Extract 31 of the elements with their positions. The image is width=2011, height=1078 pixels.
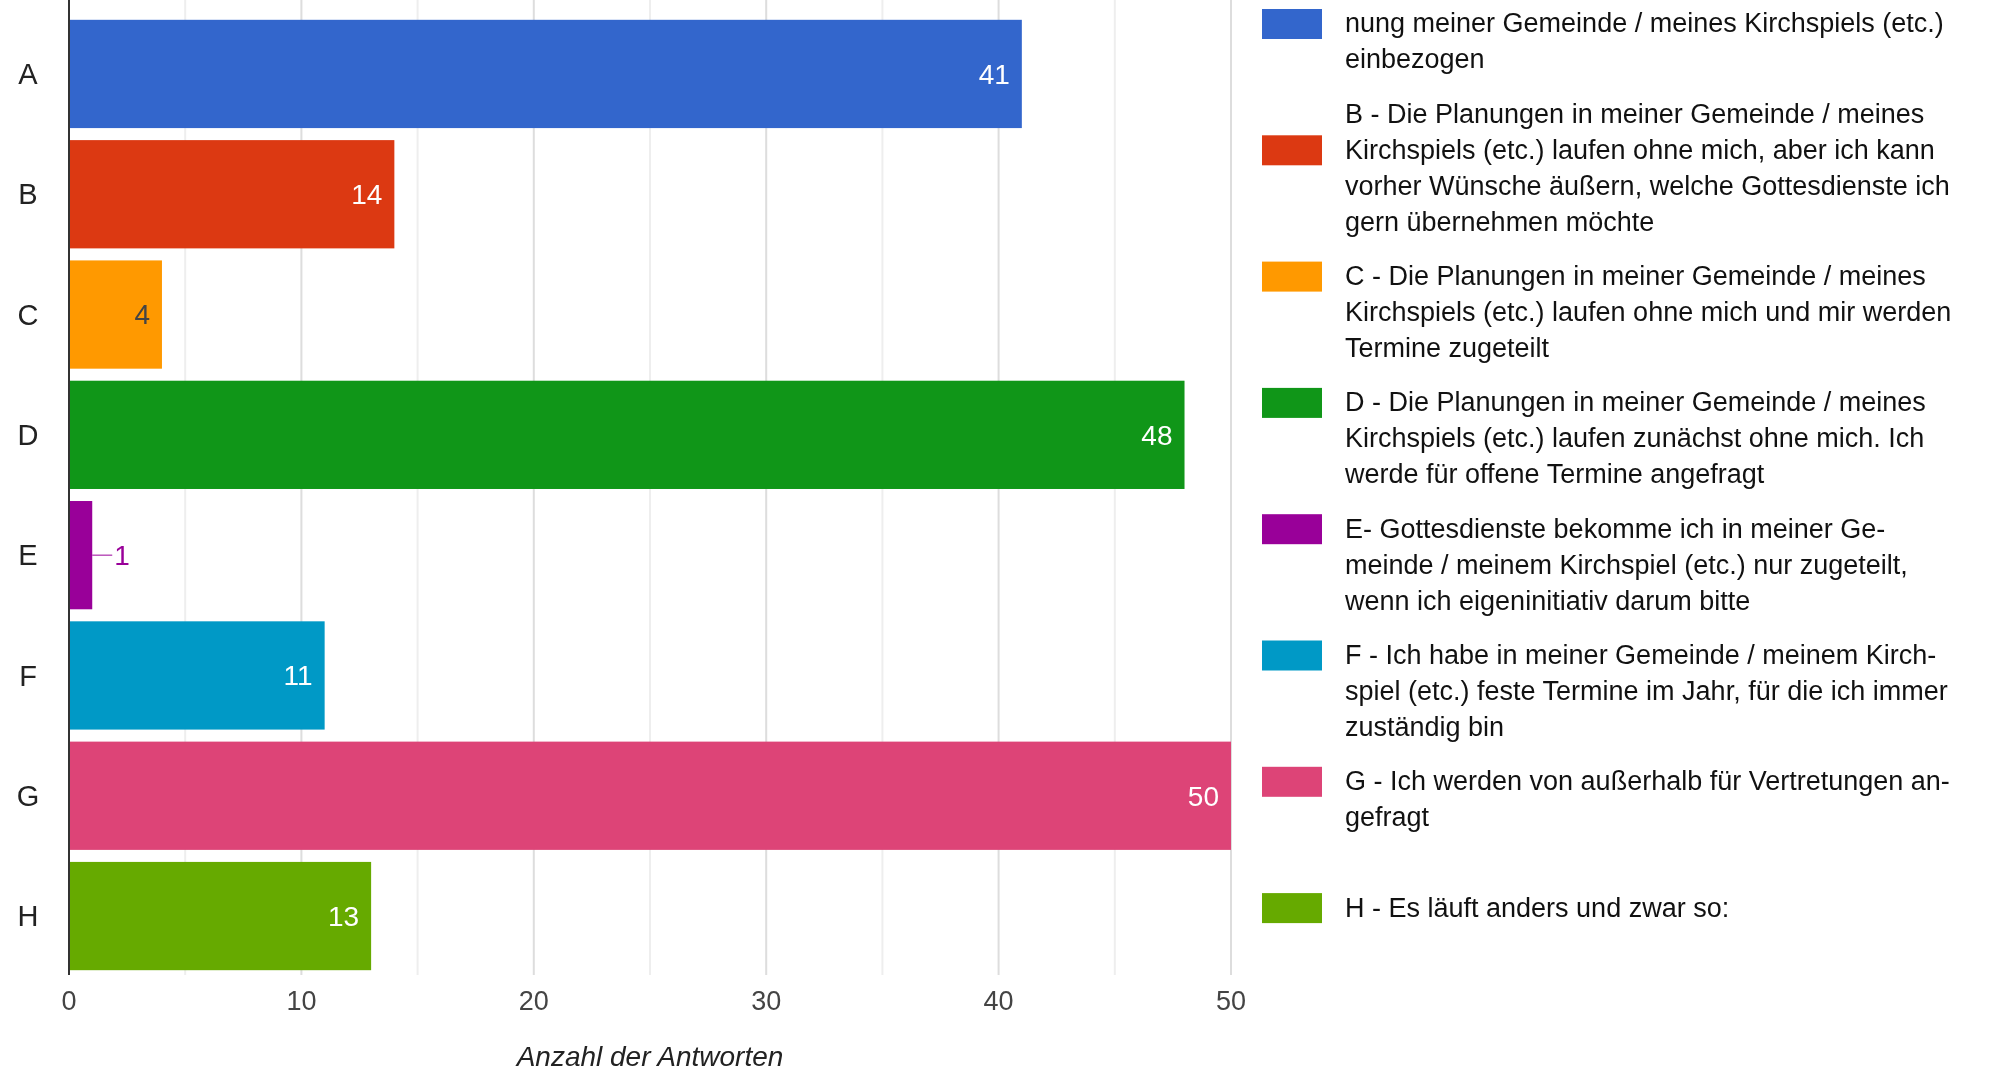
y-tick-label: D: [17, 419, 39, 451]
y-tick-label: G: [16, 779, 40, 812]
x-tick-label: 0: [61, 986, 77, 1016]
legend-label: F - Ich habe in meiner Gemeinde / meinem Kirch- spiel (etc.) feste Termine im Jahr, für die ich immer zuständig bin: [1345, 639, 1948, 742]
y-tick-label: B: [18, 178, 38, 211]
data-label: 13: [327, 900, 360, 932]
legend-label: D - Die Planungen in meiner Gemeinde / meines Kirchspiels (etc.) laufen zunächst ohne mich. Ich werde für offene Termine angefragt: [1344, 387, 1926, 490]
legend-label: B - Die Planungen in meiner Gemeinde / meines Kirchspiels (etc.) laufen ohne mich, aber ich kann vorher Wünsche äußern, welche Gottesdienste ich gern übernehmen möchte: [1345, 98, 1950, 237]
y-tick-label: C: [17, 298, 39, 331]
legend-label: nung meiner Gemeinde / meines Kirchspiels (etc.) einbezogen: [1345, 8, 1944, 75]
legend-label: C - Die Planungen in meiner Gemeinde / meines Kirchspiels (etc.) laufen ohne mich und mir werden Termine zugeteilt: [1345, 261, 1952, 364]
data-label: 50: [1187, 780, 1219, 812]
y-tick-label: H: [17, 900, 39, 933]
y-tick-label: A: [18, 58, 39, 91]
data-label: 1: [114, 539, 130, 571]
legend-label: G - Ich werden von außerhalb für Vertretungen an- gefragt: [1345, 766, 1950, 833]
y-tick-label: F: [19, 659, 37, 692]
data-label: 11: [283, 660, 313, 692]
data-label: 41: [978, 58, 1010, 90]
data-label: 48: [1141, 419, 1173, 451]
x-tick-label: 20: [518, 986, 549, 1016]
x-axis-title: Anzahl der Antworten: [514, 1041, 784, 1072]
x-tick-label: 40: [983, 986, 1014, 1016]
x-tick-label: 30: [751, 986, 782, 1016]
x-tick-label: 50: [1215, 986, 1247, 1016]
data-label: 4: [134, 299, 150, 331]
data-label: 14: [351, 179, 383, 211]
legend-label: H - Es läuft anders und zwar so:: [1345, 892, 1730, 923]
legend-label: E- Gottesdienste bekomme ich in meiner Ge- meinde / meinem Kirchspiel (etc.) nur zugeteilt, wenn ich eigeninitiativ darum bitte: [1344, 513, 1908, 616]
x-tick-label: 10: [286, 986, 317, 1016]
y-tick-label: E: [18, 539, 38, 572]
